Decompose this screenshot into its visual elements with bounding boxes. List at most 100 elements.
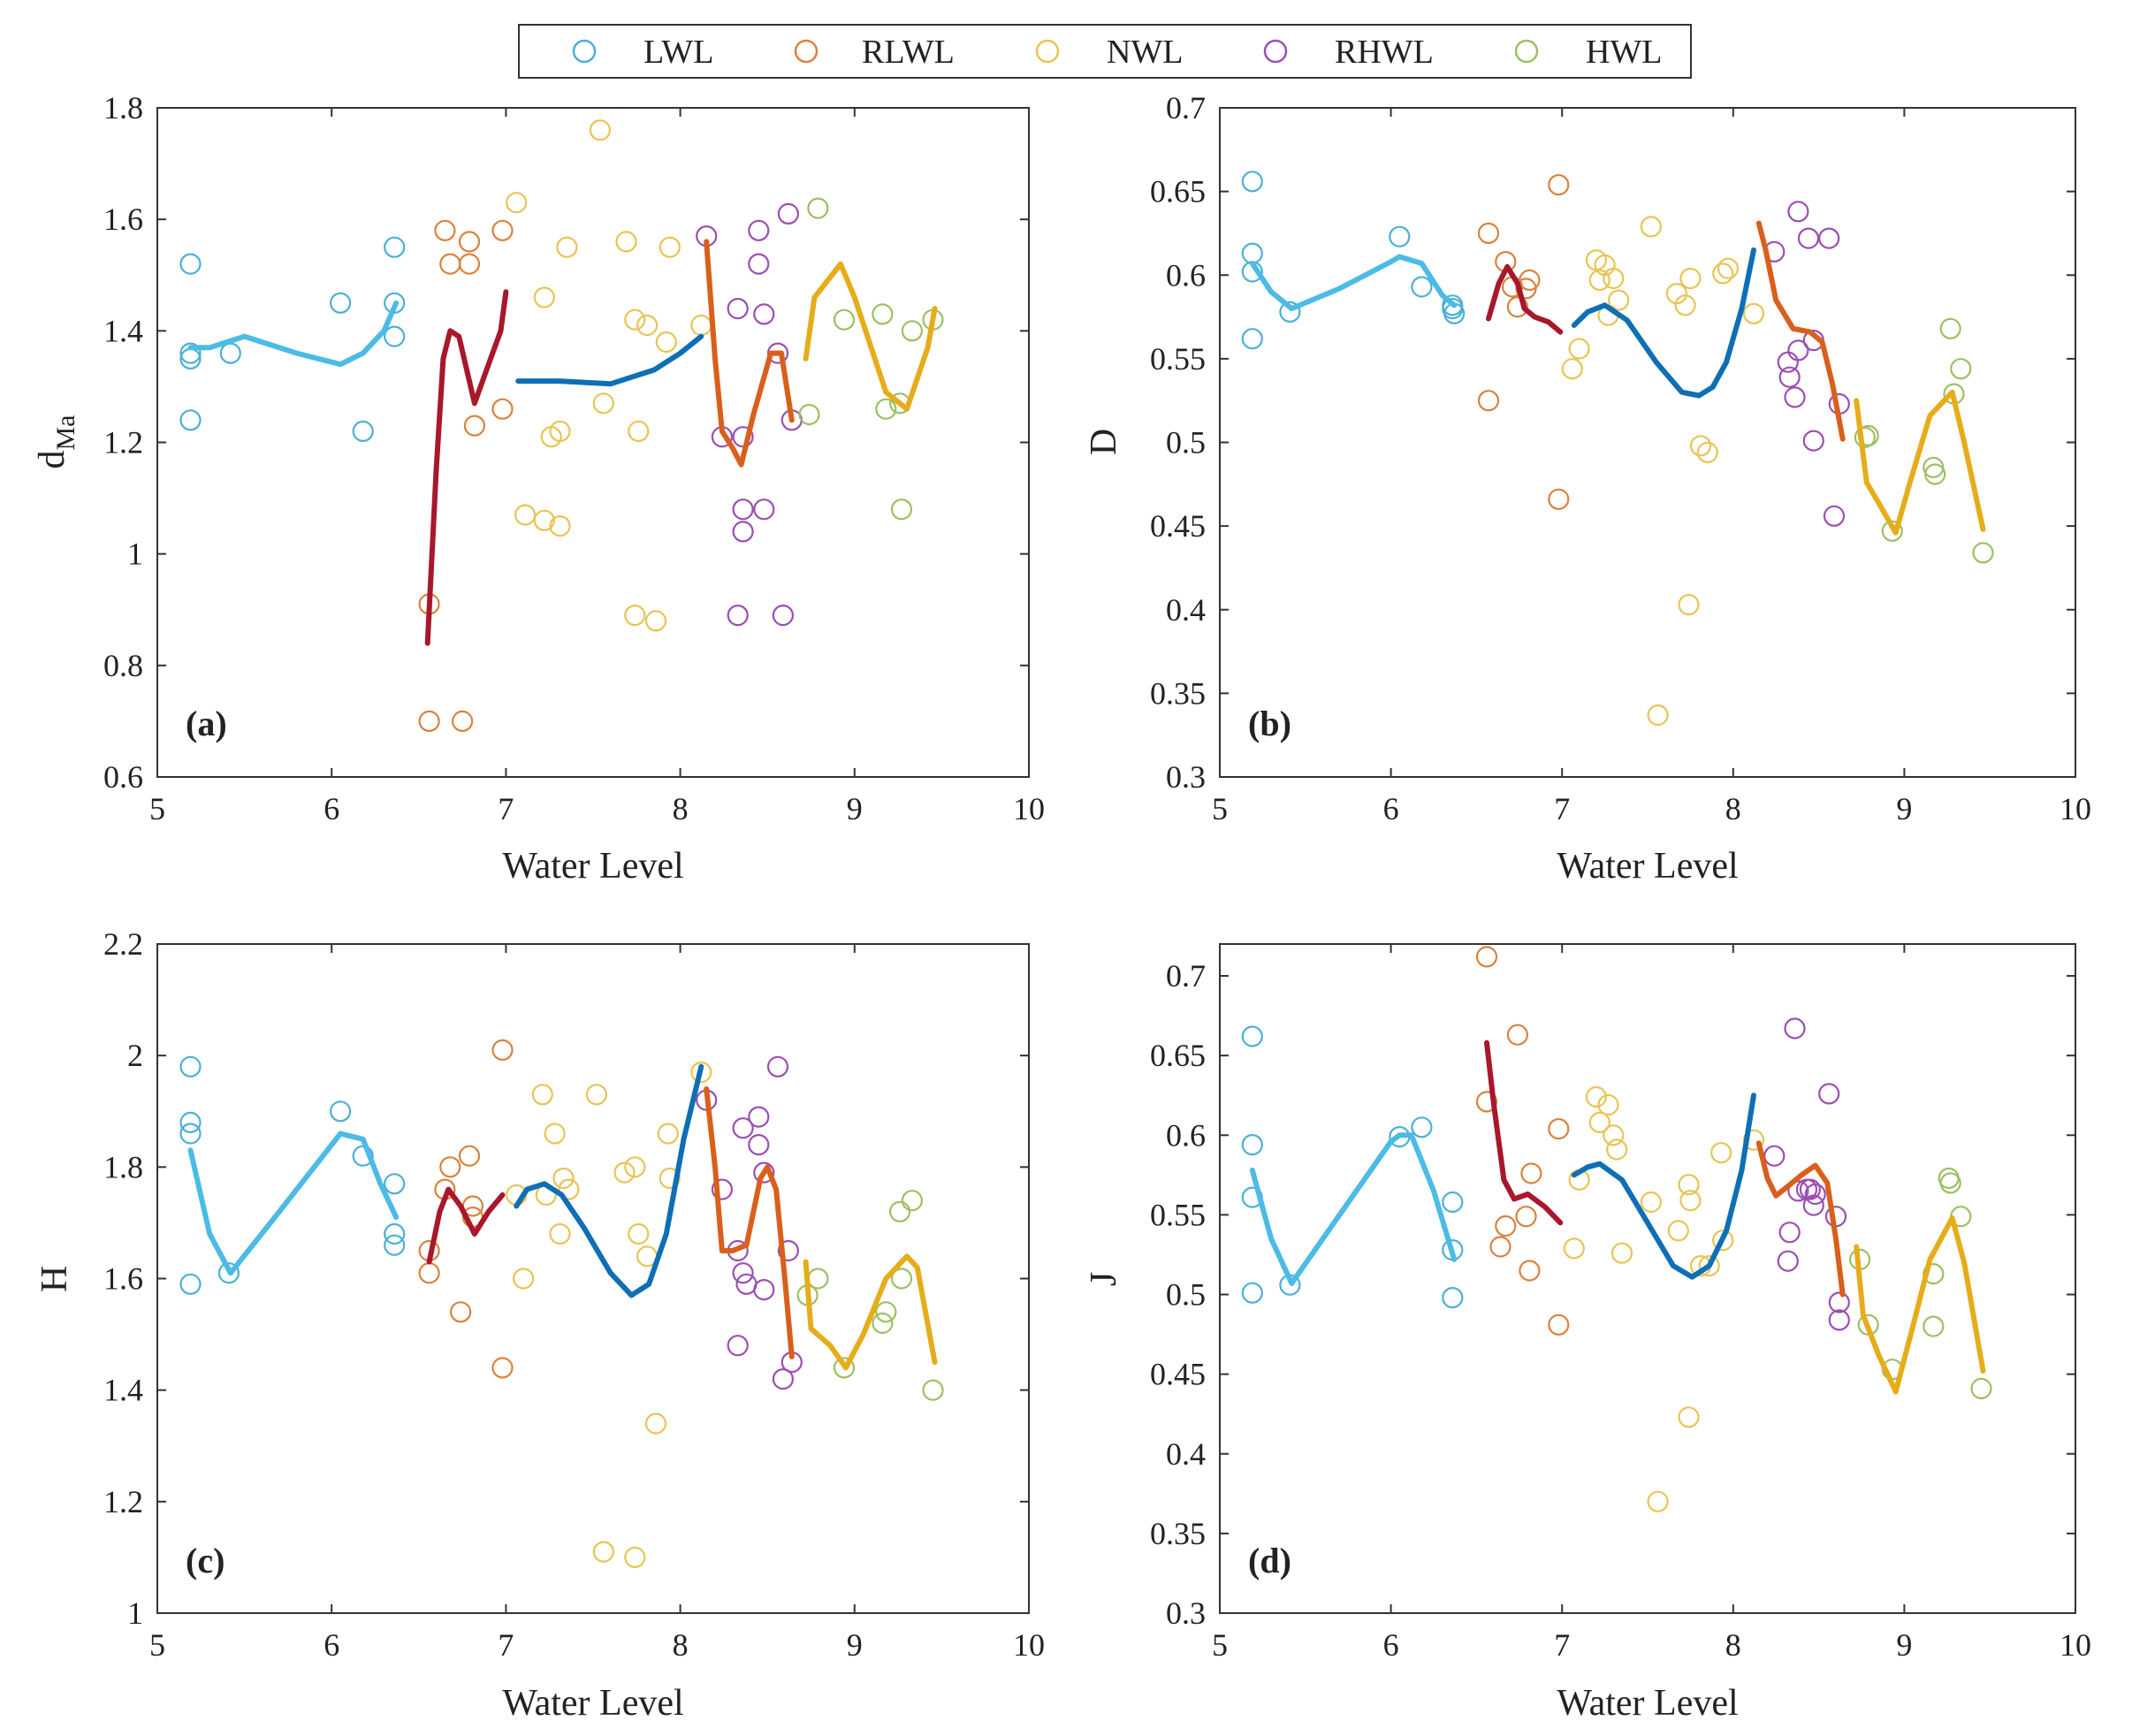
data-point-hwl bbox=[1854, 426, 1876, 448]
y-tick-label: 0.4 bbox=[1166, 592, 1206, 628]
data-point-rhwl bbox=[748, 1133, 770, 1156]
fit-line-lwl bbox=[1249, 254, 1458, 312]
x-tick-label: 10 bbox=[2060, 791, 2091, 826]
data-point-hwl bbox=[1939, 317, 1961, 339]
y-tick-label: 0.5 bbox=[1166, 1277, 1206, 1313]
x-tick-label: 10 bbox=[2060, 1627, 2091, 1663]
data-point-nwl bbox=[655, 331, 677, 354]
x-tick-label: 8 bbox=[673, 1627, 689, 1663]
y-axis-label-a: dMa bbox=[32, 415, 80, 469]
data-point-rhwl bbox=[777, 1239, 800, 1262]
legend-label-rhwl: RHWL bbox=[1335, 34, 1434, 71]
data-point-rhwl bbox=[711, 1178, 734, 1200]
legend-entry-lwl: LWL bbox=[572, 34, 713, 71]
series-nwl-a bbox=[506, 119, 712, 632]
y-tick-label: 0.7 bbox=[1166, 90, 1206, 126]
data-point-nwl bbox=[1717, 257, 1740, 279]
data-point-lwl bbox=[179, 253, 202, 275]
data-point-nwl bbox=[1603, 1124, 1625, 1146]
data-point-rhwl bbox=[1797, 227, 1820, 249]
data-point-rhwl bbox=[1828, 1291, 1850, 1313]
data-point-nwl bbox=[1678, 1406, 1700, 1428]
data-point-nwl bbox=[1597, 1093, 1619, 1116]
chart-panel-a: 5 6 7 8 9 10 0.6 0.8 1 1.2 1.4 1.6 1.8 (a) Water Lev… bbox=[32, 90, 1045, 887]
data-point-nwl bbox=[549, 420, 571, 442]
legend-entry-rhwl: RHWL bbox=[1263, 34, 1434, 71]
y-axis-label-b: D bbox=[1084, 429, 1124, 455]
data-point-nwl bbox=[615, 231, 637, 253]
x-tick-label: 10 bbox=[1013, 1627, 1045, 1663]
data-point-nwl bbox=[544, 1123, 566, 1145]
y-tick-label: 0.45 bbox=[1150, 508, 1206, 544]
data-point-rhwl bbox=[1784, 1017, 1806, 1039]
plot-layer-d bbox=[1241, 946, 1992, 1512]
y-tick-label: 1.4 bbox=[103, 1373, 143, 1408]
data-point-nwl bbox=[1585, 1085, 1608, 1108]
x-tick-label: 6 bbox=[324, 791, 339, 826]
y-tick-label: 1.8 bbox=[103, 90, 143, 126]
data-point-nwl bbox=[644, 1412, 667, 1435]
fit-line-hwl bbox=[1854, 389, 1986, 536]
y-tick-label: 0.8 bbox=[103, 648, 143, 683]
series-rhwl-d bbox=[1763, 1017, 1850, 1331]
series-rhwl-c bbox=[696, 1055, 803, 1390]
y-tick-label: 0.6 bbox=[1166, 257, 1206, 293]
data-point-hwl bbox=[1923, 1315, 1945, 1337]
data-point-nwl bbox=[628, 420, 650, 442]
data-point-nwl bbox=[1710, 1141, 1732, 1164]
fit-line-rhwl bbox=[1755, 220, 1846, 442]
data-point-nwl bbox=[1679, 1190, 1702, 1212]
fit-line-rlwl bbox=[424, 289, 509, 646]
data-point-lwl bbox=[179, 1055, 202, 1077]
panel-label-b: (b) bbox=[1248, 704, 1291, 743]
fit-line-hwl bbox=[1854, 1215, 1986, 1395]
legend-marker-hwl bbox=[1514, 39, 1539, 64]
legend-marker-lwl bbox=[572, 39, 597, 64]
x-axis-label-c: Water Level bbox=[502, 1683, 683, 1724]
data-point-rlwl bbox=[491, 1357, 514, 1379]
data-point-rlwl bbox=[458, 1145, 481, 1167]
data-point-nwl bbox=[1679, 267, 1702, 290]
x-tick-label: 8 bbox=[1725, 791, 1741, 826]
data-point-lwl bbox=[1241, 171, 1263, 193]
fit-line-hwl bbox=[803, 261, 938, 412]
data-point-hwl bbox=[833, 1357, 856, 1379]
data-point-rhwl bbox=[766, 1055, 789, 1077]
data-point-rlwl bbox=[1475, 946, 1498, 968]
fit-line-lwl bbox=[1249, 1132, 1458, 1286]
data-point-rlwl bbox=[1477, 390, 1500, 412]
data-point-lwl bbox=[1389, 225, 1411, 247]
data-point-rhwl bbox=[1787, 339, 1809, 362]
data-point-rlwl bbox=[491, 219, 514, 241]
legend-marker-nwl bbox=[1035, 39, 1060, 64]
panel-label-a: (a) bbox=[186, 704, 227, 743]
x-axis-label-d: Water Level bbox=[1557, 1683, 1738, 1724]
data-point-lwl bbox=[1241, 1133, 1263, 1156]
panel-label-d: (d) bbox=[1248, 1541, 1291, 1580]
chart-panel-c: 5 6 7 8 9 10 1 1.2 1.4 1.6 1.8 2 2.2 (c) Water Level… bbox=[34, 926, 1045, 1724]
y-tick-label: 1 bbox=[127, 537, 143, 572]
data-point-rlwl bbox=[1495, 1214, 1517, 1237]
legend-entry-rlwl: RLWL bbox=[794, 34, 955, 71]
fit-line-nwl bbox=[515, 333, 704, 387]
data-point-lwl bbox=[217, 1262, 240, 1284]
chart-panel-b: 5 6 7 8 9 10 0.3 0.35 0.4 0.45 0.5 0.55 0.6 0.65 0.7 (… bbox=[1084, 90, 2091, 887]
data-point-nwl bbox=[533, 509, 555, 531]
data-point-hwl bbox=[875, 398, 897, 420]
data-point-rhwl bbox=[1818, 227, 1840, 249]
x-tick-label: 8 bbox=[1725, 1627, 1741, 1663]
x-tick-label: 9 bbox=[847, 791, 863, 826]
data-point-hwl bbox=[890, 499, 913, 521]
data-point-rhwl bbox=[732, 521, 754, 543]
x-tick-label: 10 bbox=[1013, 791, 1045, 826]
data-point-nwl bbox=[552, 1167, 575, 1190]
fit-line-nwl bbox=[514, 1063, 704, 1298]
svg-text:dMa: dMa bbox=[32, 415, 80, 469]
data-point-rhwl bbox=[732, 1117, 754, 1139]
data-point-nwl bbox=[1678, 593, 1700, 616]
data-point-nwl bbox=[549, 514, 571, 537]
data-point-rhwl bbox=[1799, 1178, 1822, 1200]
data-point-nwl bbox=[659, 1167, 681, 1190]
data-point-lwl bbox=[179, 342, 202, 364]
legend-label-hwl: HWL bbox=[1586, 34, 1663, 71]
